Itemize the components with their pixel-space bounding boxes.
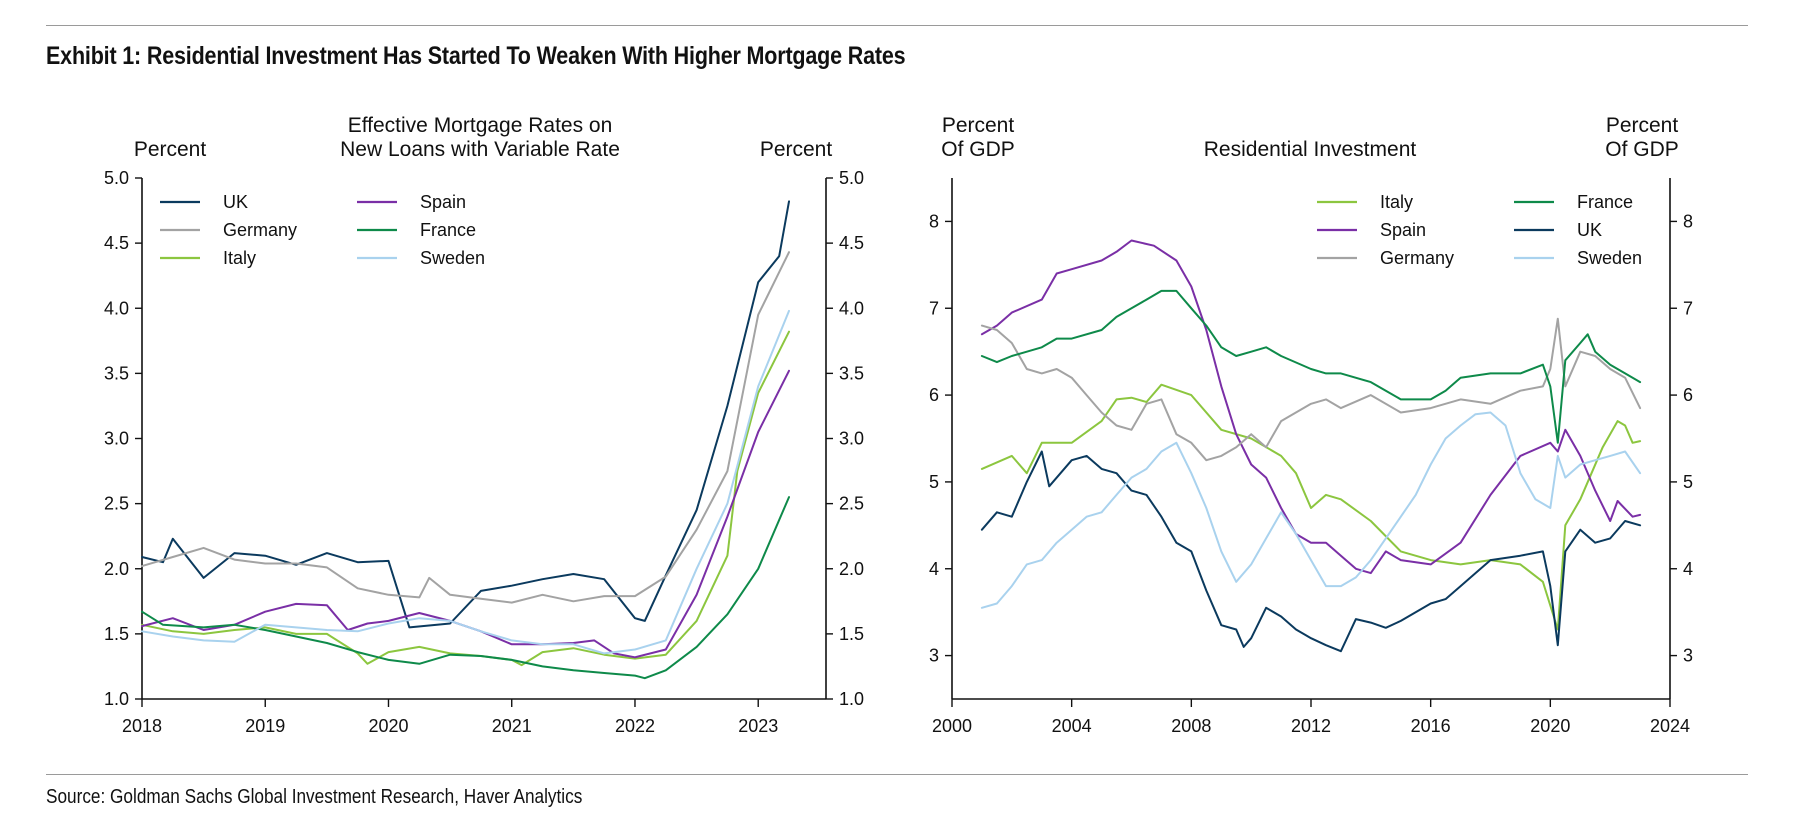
right-chart-y-tick-label-left: 7 xyxy=(929,298,939,318)
left-chart-y-tick-label-left: 3.0 xyxy=(104,429,129,449)
left-chart-ylabel-right: Percent xyxy=(760,138,833,161)
right-chart-x-tick-label: 2016 xyxy=(1411,716,1451,736)
left-chart-y-tick-label-right: 1.5 xyxy=(839,624,864,644)
right-chart-x-tick-label: 2004 xyxy=(1052,716,1092,736)
left-chart-y-tick-label-left: 3.5 xyxy=(104,363,129,383)
right-chart-ylabel-left: Percent xyxy=(942,114,1015,137)
right-chart-y-tick-label-left: 4 xyxy=(929,559,939,579)
right-chart-x-tick-label: 2008 xyxy=(1171,716,1211,736)
left-chart-legend-label-italy: Italy xyxy=(223,248,256,268)
right-chart-y-tick-label-right: 3 xyxy=(1683,646,1693,666)
right-chart-y-tick-label-right: 4 xyxy=(1683,559,1693,579)
left-chart-x-tick-label: 2022 xyxy=(615,716,655,736)
left-chart-x-tick-label: 2018 xyxy=(122,716,162,736)
left-chart-legend-label-germany: Germany xyxy=(223,220,297,240)
left-chart-y-tick-label-left: 5.0 xyxy=(104,168,129,188)
left-chart-series-uk xyxy=(141,200,790,629)
left-chart-y-tick-label-left: 1.0 xyxy=(104,689,129,709)
left-chart-title: New Loans with Variable Rate xyxy=(340,138,620,161)
left-chart-y-tick-label-right: 3.5 xyxy=(839,363,864,383)
right-chart-legend-label-uk: UK xyxy=(1577,220,1602,240)
right-chart-y-tick-label-left: 8 xyxy=(929,211,939,231)
left-chart-x-tick-label: 2020 xyxy=(368,716,408,736)
right-chart-y-tick-label-right: 6 xyxy=(1683,385,1693,405)
left-chart-series-france xyxy=(141,496,790,680)
right-chart-ylabel-right: Of GDP xyxy=(1605,138,1679,161)
right-chart-x-tick-label: 2020 xyxy=(1530,716,1570,736)
bottom-rule xyxy=(46,774,1748,775)
right-chart-series-france xyxy=(980,289,1642,444)
left-chart-y-tick-label-right: 1.0 xyxy=(839,689,864,709)
right-chart-series-germany xyxy=(980,317,1642,462)
left-chart-y-tick-label-right: 3.0 xyxy=(839,429,864,449)
right-chart-title: Residential Investment xyxy=(1204,138,1417,161)
right-chart-legend-label-sweden: Sweden xyxy=(1577,248,1642,268)
top-rule xyxy=(46,25,1748,26)
left-chart-legend-label-sweden: Sweden xyxy=(420,248,485,268)
right-chart-legend-label-spain: Spain xyxy=(1380,220,1426,240)
right-chart-legend-label-italy: Italy xyxy=(1380,192,1413,212)
left-chart-y-tick-label-right: 2.0 xyxy=(839,559,864,579)
left-chart-y-tick-label-left: 4.5 xyxy=(104,233,129,253)
left-chart-legend-label-uk: UK xyxy=(223,192,248,212)
left-chart-x-tick-label: 2019 xyxy=(245,716,285,736)
left-chart-y-tick-label-left: 2.5 xyxy=(104,494,129,514)
left-chart-y-tick-label-left: 1.5 xyxy=(104,624,129,644)
left-chart-y-tick-label-right: 5.0 xyxy=(839,168,864,188)
left-chart-ylabel-left: Percent xyxy=(134,138,207,161)
left-chart-y-tick-label-right: 4.0 xyxy=(839,298,864,318)
right-chart-y-tick-label-left: 3 xyxy=(929,646,939,666)
right-chart-series-sweden xyxy=(980,411,1642,609)
right-chart-y-tick-label-right: 5 xyxy=(1683,472,1693,492)
left-chart-series-germany xyxy=(141,251,790,604)
left-chart-y-tick-label-left: 2.0 xyxy=(104,559,129,579)
left-chart-x-tick-label: 2021 xyxy=(492,716,532,736)
source-note: Source: Goldman Sachs Global Investment … xyxy=(46,786,583,808)
left-chart-x-tick-label: 2023 xyxy=(738,716,778,736)
right-chart-y-tick-label-left: 5 xyxy=(929,472,939,492)
right-chart-y-tick-label-right: 7 xyxy=(1683,298,1693,318)
right-chart-ylabel-left: Of GDP xyxy=(941,138,1015,161)
right-chart-x-tick-label: 2024 xyxy=(1650,716,1690,736)
left-chart-y-tick-label-right: 2.5 xyxy=(839,494,864,514)
right-chart-x-tick-label: 2012 xyxy=(1291,716,1331,736)
right-chart-legend-label-france: France xyxy=(1577,192,1633,212)
left-chart-series-sweden xyxy=(141,309,790,655)
right-chart-y-tick-label-right: 8 xyxy=(1683,211,1693,231)
left-chart-y-tick-label-left: 4.0 xyxy=(104,298,129,318)
right-chart-y-tick-label-left: 6 xyxy=(929,385,939,405)
right-chart-x-tick-label: 2000 xyxy=(932,716,972,736)
right-chart-series-spain xyxy=(980,239,1642,575)
right-chart-series-uk xyxy=(980,450,1642,653)
left-chart-title: Effective Mortgage Rates on xyxy=(348,114,613,137)
left-chart-legend-label-france: France xyxy=(420,220,476,240)
left-chart-y-tick-label-right: 4.5 xyxy=(839,233,864,253)
right-chart-series-italy xyxy=(980,383,1642,631)
right-chart-legend-label-germany: Germany xyxy=(1380,248,1454,268)
left-chart-legend-label-spain: Spain xyxy=(420,192,466,212)
exhibit-title: Exhibit 1: Residential Investment Has St… xyxy=(46,42,906,70)
right-chart-ylabel-right: Percent xyxy=(1606,114,1679,137)
